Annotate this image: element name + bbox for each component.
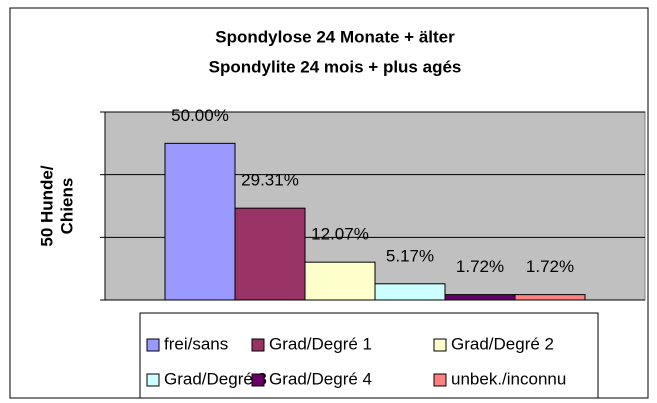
value-label: 5.17%: [386, 246, 434, 265]
legend-swatch: [251, 373, 265, 387]
legend-swatch: [433, 338, 447, 352]
legend-swatch: [433, 373, 447, 387]
value-label: 50.00%: [171, 106, 229, 125]
chart-title: Spondylite 24 mois + plus agés: [209, 57, 462, 76]
value-label: 12.07%: [311, 225, 369, 244]
legend-box: [139, 312, 599, 399]
legend-label: Grad/Degré 1: [269, 334, 372, 353]
legend-label: Grad/Degré 2: [451, 334, 554, 353]
bar: [444, 294, 516, 301]
legend-label: Grad/Degré 3: [164, 369, 267, 388]
legend-label: frei/sans: [164, 334, 228, 353]
bar: [304, 261, 376, 301]
value-label: 1.72%: [526, 257, 574, 276]
y-axis-label: 50 Hunde/ Chiens: [37, 165, 76, 247]
legend-label: Grad/Degré 4: [269, 369, 372, 388]
legend-label: unbek./inconnu: [451, 369, 566, 388]
y-axis-label-line: 50 Hunde/: [37, 165, 56, 247]
legend-swatch: [146, 338, 160, 352]
value-label: 29.31%: [241, 171, 299, 190]
bar: [164, 142, 236, 301]
bar: [234, 207, 306, 301]
chart-title: Spondylose 24 Monate + älter: [215, 27, 455, 46]
legend-swatch: [146, 373, 160, 387]
bar: [374, 283, 446, 301]
value-label: 1.72%: [456, 257, 504, 276]
bar: [514, 294, 586, 301]
y-axis-label-line: Chiens: [57, 178, 76, 235]
legend-swatch: [251, 338, 265, 352]
